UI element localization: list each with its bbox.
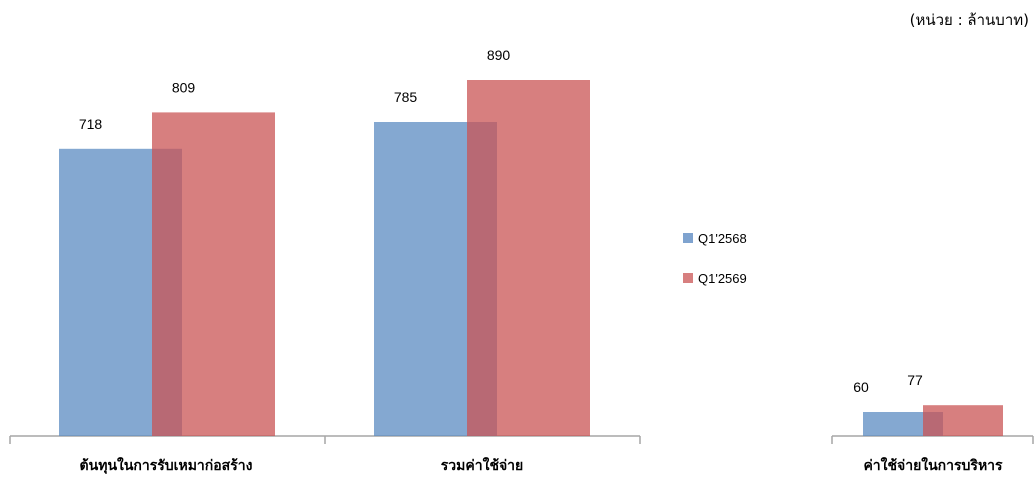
legend-swatch-series-1 bbox=[683, 233, 693, 243]
legend-item-series-2: Q1'2569 bbox=[683, 268, 747, 288]
legend-item-series-1: Q1'2568 bbox=[683, 228, 747, 248]
unit-note: (หน่วย : ล้านบาท) bbox=[909, 11, 1029, 29]
bar-1-2-series-2 bbox=[467, 80, 590, 436]
legend: Q1'2568 Q1'2569 bbox=[683, 228, 747, 308]
bar-1-1-series-2 bbox=[152, 112, 275, 437]
category-label-2-1: ค่าใช้จ่ายในการบริหาร bbox=[863, 456, 1003, 474]
data-label-1-2-series-1: 785 bbox=[394, 89, 418, 105]
legend-label-series-1: Q1'2568 bbox=[698, 230, 747, 246]
data-label-1-2-series-2: 890 bbox=[487, 47, 511, 63]
legend-label-series-2: Q1'2569 bbox=[698, 270, 747, 286]
category-label-1-2: รวมค่าใช้จ่าย bbox=[441, 456, 523, 474]
legend-swatch-series-2 bbox=[683, 273, 693, 283]
data-label-2-1-series-2: 77 bbox=[907, 372, 923, 388]
bar-2-1-series-2 bbox=[923, 405, 1003, 436]
data-label-1-1-series-2: 809 bbox=[172, 79, 196, 95]
data-label-1-1-series-1: 718 bbox=[79, 116, 103, 132]
data-label-2-1-series-1: 60 bbox=[853, 379, 869, 395]
category-label-1-1: ต้นทุนในการรับเหมาก่อสร้าง bbox=[80, 456, 253, 474]
